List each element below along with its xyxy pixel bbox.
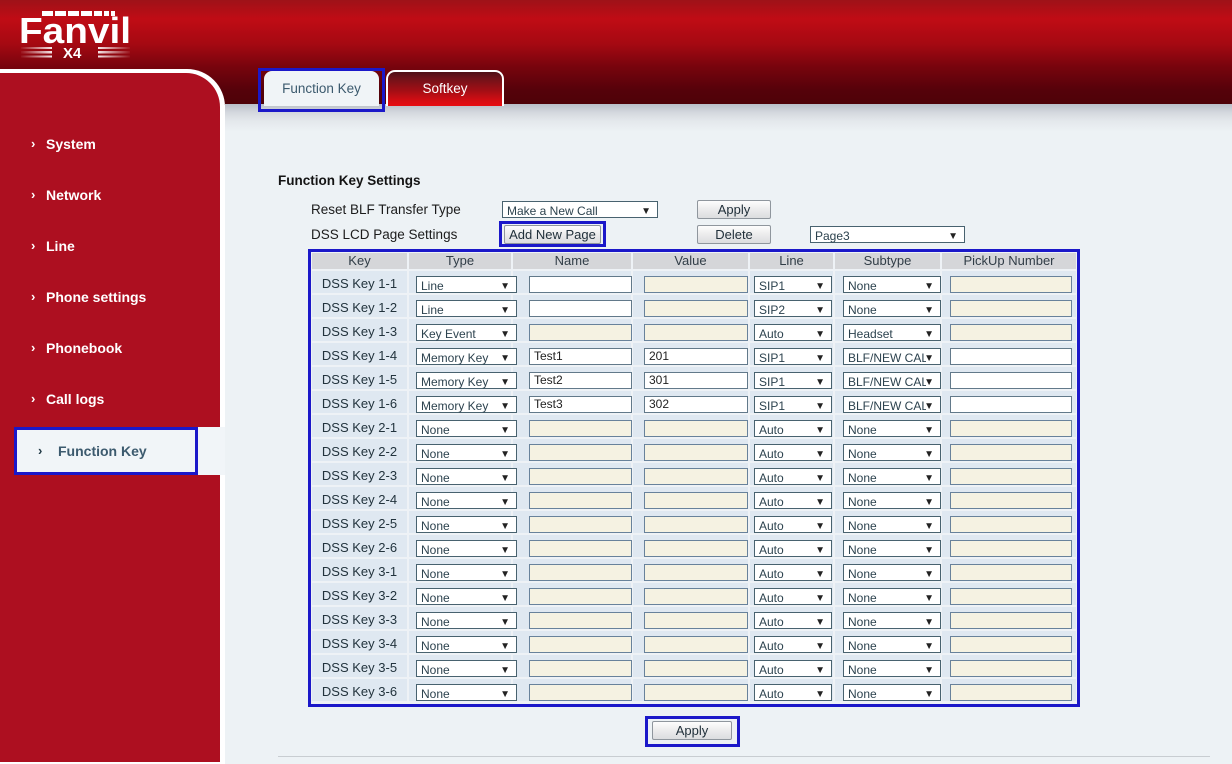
svg-text:X4: X4 bbox=[63, 45, 82, 62]
svg-text:Fanvil: Fanvil bbox=[19, 10, 131, 51]
